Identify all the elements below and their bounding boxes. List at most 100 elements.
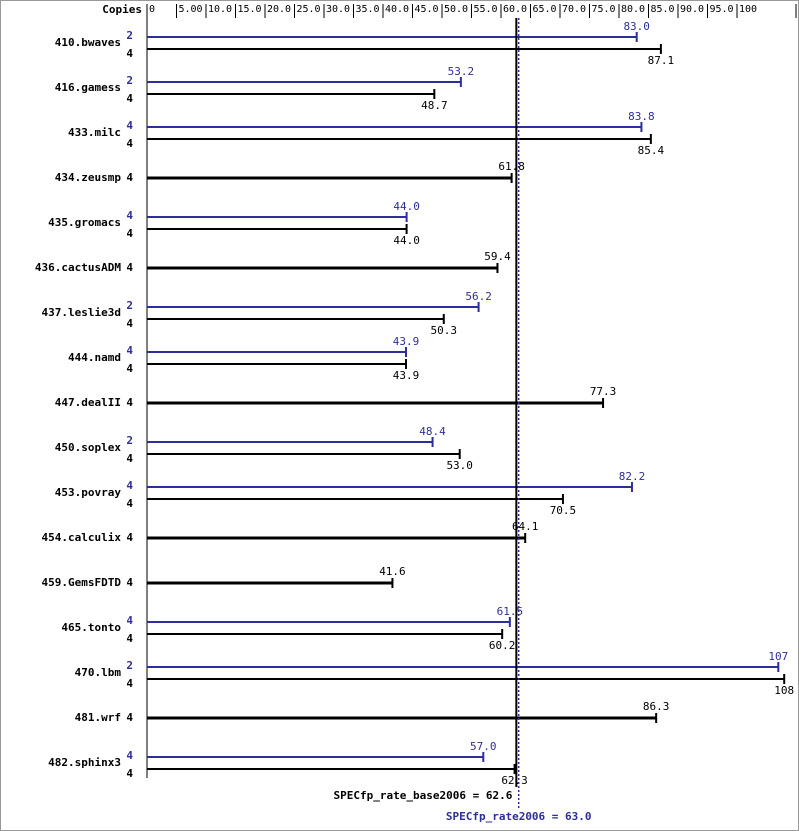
value-label: 41.6 (379, 565, 406, 578)
copies-label: 2 (126, 434, 133, 447)
copies-label: 4 (126, 452, 133, 465)
bar (147, 578, 394, 588)
bar (147, 449, 461, 459)
x-tick-label: 25.0 (297, 4, 321, 15)
bar (147, 89, 436, 99)
value-label: 82.2 (619, 470, 646, 483)
copies-label: 2 (126, 299, 133, 312)
value-label: 85.4 (638, 144, 665, 157)
reference-label: SPECfp_rate_base2006 = 62.6 (334, 789, 513, 802)
copies-label: 4 (126, 137, 133, 150)
bar (147, 764, 516, 774)
x-tick-label: 5.00 (179, 4, 203, 15)
copies-label: 4 (126, 749, 133, 762)
value-label: 62.3 (501, 774, 528, 787)
bar (147, 617, 511, 627)
copies-label: 2 (126, 659, 133, 672)
bar (147, 359, 408, 369)
bar (147, 674, 786, 684)
value-label: 48.7 (421, 99, 448, 112)
x-tick-label: 60.0 (503, 4, 527, 15)
x-tick-label: 45.0 (415, 4, 439, 15)
value-label: 60.2 (489, 639, 516, 652)
value-label: 44.0 (393, 234, 420, 247)
copies-label: 2 (126, 74, 133, 87)
copies-label: 4 (126, 92, 133, 105)
bar (147, 494, 564, 504)
bar (147, 224, 408, 234)
copies-label: 4 (126, 479, 133, 492)
value-label: 107 (768, 650, 788, 663)
x-tick-label: 65.0 (533, 4, 557, 15)
bar (147, 302, 480, 312)
x-tick-label: 35.0 (356, 4, 380, 15)
copies-label: 4 (126, 47, 133, 60)
bar (147, 314, 445, 324)
benchmark-label: 416.gamess (55, 81, 121, 94)
x-tick-label: 70.0 (562, 4, 586, 15)
benchmark-label: 434.zeusmp (55, 171, 122, 184)
bar (147, 122, 643, 132)
bar (147, 134, 652, 144)
copies-label: 4 (126, 711, 133, 724)
value-label: 48.4 (419, 425, 446, 438)
copies-label: 4 (126, 531, 133, 544)
value-label: 83.0 (623, 20, 650, 33)
bar (147, 662, 780, 672)
benchmark-label: 450.soplex (55, 441, 122, 454)
x-tick-label: 20.0 (267, 4, 291, 15)
x-tick-label: 15.0 (238, 4, 262, 15)
benchmark-label: 447.dealII (55, 396, 121, 409)
copies-label: 4 (126, 497, 133, 510)
x-tick-label: 0 (149, 4, 155, 15)
value-label: 108 (774, 684, 794, 697)
bar (147, 482, 633, 492)
copies-label: 4 (126, 677, 133, 690)
value-label: 43.9 (393, 335, 420, 348)
copies-label: 4 (126, 119, 133, 132)
copies-label: 4 (126, 396, 133, 409)
bar (147, 629, 504, 639)
copies-label: 4 (126, 344, 133, 357)
copies-label: 4 (126, 171, 133, 184)
x-tick-label: 90.0 (680, 4, 704, 15)
x-tick-label: 95.0 (710, 4, 734, 15)
value-label: 83.8 (628, 110, 655, 123)
value-label: 77.3 (590, 385, 617, 398)
benchmark-label: 482.sphinx3 (48, 756, 121, 769)
bar (147, 173, 513, 183)
bar (147, 77, 462, 87)
value-label: 56.2 (465, 290, 492, 303)
value-label: 70.5 (550, 504, 577, 517)
bar (147, 752, 485, 762)
x-tick-label: 75.0 (592, 4, 616, 15)
benchmark-label: 410.bwaves (55, 36, 121, 49)
value-label: 43.9 (393, 369, 420, 382)
x-tick-label: 30.0 (326, 4, 350, 15)
copies-label: 4 (126, 767, 133, 780)
bar (147, 347, 408, 357)
copies-header: Copies (102, 3, 142, 16)
benchmark-label: 465.tonto (61, 621, 121, 634)
copies-label: 4 (126, 362, 133, 375)
copies-label: 4 (126, 317, 133, 330)
bar (147, 437, 434, 447)
value-label: 53.2 (448, 65, 475, 78)
benchmark-label: 470.lbm (75, 666, 122, 679)
reference-label: SPECfp_rate2006 = 63.0 (446, 810, 592, 823)
value-label: 50.3 (431, 324, 458, 337)
value-label: 86.3 (643, 700, 670, 713)
benchmark-label: 444.namd (68, 351, 121, 364)
x-tick-label: 85.0 (651, 4, 675, 15)
copies-label: 2 (126, 29, 133, 42)
x-tick-label: 80.0 (621, 4, 645, 15)
benchmark-label: 459.GemsFDTD (42, 576, 122, 589)
value-label: 53.0 (446, 459, 473, 472)
benchmark-label: 437.leslie3d (42, 306, 121, 319)
bar (147, 263, 499, 273)
value-label: 57.0 (470, 740, 497, 753)
x-tick-label: 10.0 (208, 4, 232, 15)
benchmark-label: 454.calculix (42, 531, 122, 544)
copies-label: 4 (126, 209, 133, 222)
